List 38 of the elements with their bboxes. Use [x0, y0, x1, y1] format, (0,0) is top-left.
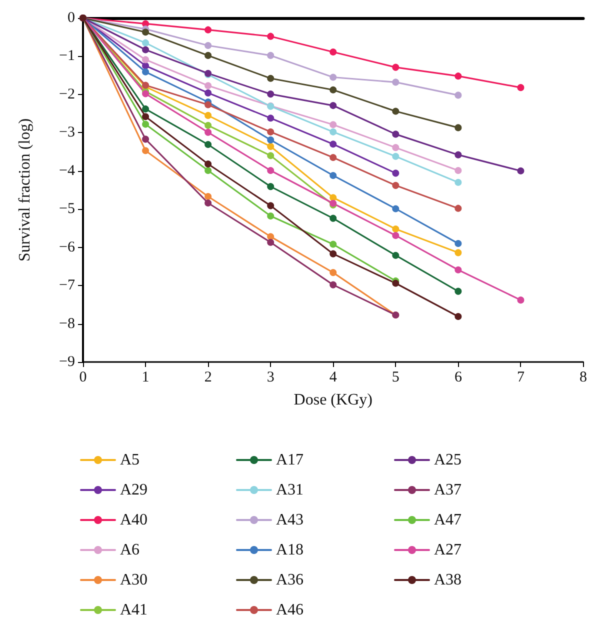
legend-label: A40: [120, 512, 148, 528]
x-axis-title: Dose (KGy): [294, 392, 372, 408]
legend-label: A38: [434, 572, 462, 588]
x-tick-label: 2: [204, 370, 212, 386]
legend-label: A46: [276, 602, 304, 618]
legend-label: A36: [276, 572, 304, 588]
x-tick-label: 5: [392, 370, 400, 386]
x-tick-label: 4: [329, 370, 338, 386]
x-tick-label: 1: [142, 370, 150, 386]
y-axis-title: Survival fraction (log): [16, 118, 34, 262]
legend-label: A47: [434, 512, 462, 528]
y-tick-label: −4: [59, 162, 76, 179]
y-tick-label: −5: [59, 201, 75, 218]
x-tick-label: 0: [79, 370, 87, 386]
y-tick-label: −3: [59, 124, 75, 141]
y-tick-label: −1: [59, 48, 75, 64]
legend-label: A31: [276, 482, 304, 498]
y-tick-label: 0: [68, 10, 75, 26]
legend-label: A27: [434, 542, 462, 558]
legend-label: A6: [120, 542, 140, 558]
legend-label: A25: [434, 452, 462, 468]
legend-label: A18: [276, 542, 304, 558]
y-tick-label: −2: [59, 86, 75, 102]
x-tick-label: 6: [454, 370, 462, 386]
legend-label: A41: [120, 602, 148, 618]
legend-label: A43: [276, 512, 304, 528]
y-tick-label: −6: [59, 239, 76, 256]
y-tick-label: −7: [59, 278, 76, 294]
y-tick-label: −9: [59, 354, 75, 370]
y-tick-label: −8: [59, 316, 75, 332]
legend-label: A29: [120, 482, 148, 498]
x-tick-label: 8: [580, 370, 587, 386]
x-tick-label: 3: [266, 370, 274, 386]
legend-label: A37: [434, 482, 462, 498]
legend-label: A30: [120, 572, 148, 588]
legend-label: A5: [120, 452, 140, 468]
x-tick-label: 7: [516, 370, 525, 386]
legend-label: A17: [276, 452, 304, 468]
